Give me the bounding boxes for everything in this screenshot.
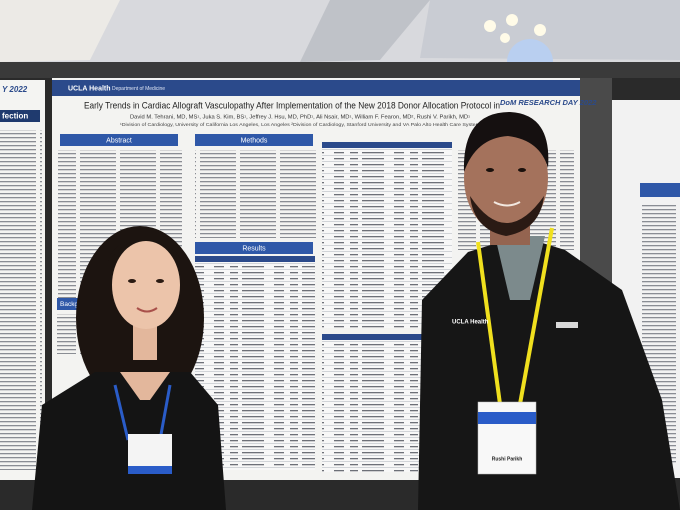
shirt <box>495 236 545 300</box>
eye <box>156 279 164 283</box>
left-poster-text <box>0 130 42 470</box>
lanyard <box>518 227 554 405</box>
jacket-patch <box>556 322 578 328</box>
section-title: Abstract <box>106 137 132 144</box>
person-left <box>32 226 226 510</box>
beard <box>470 196 544 236</box>
left-poster-year: Y 2022 <box>2 85 28 94</box>
poster-affiliations: ¹Division of Cardiology, University of C… <box>120 122 480 127</box>
badge-band <box>478 412 536 424</box>
wall <box>0 0 120 62</box>
poster-event: DoM RESEARCH DAY 2022 <box>500 98 597 107</box>
section-header <box>195 134 313 146</box>
left-poster-heading: fection <box>2 112 28 121</box>
methods-text <box>195 150 317 238</box>
lanyard <box>158 384 172 441</box>
lamp <box>484 20 496 32</box>
table-header <box>322 334 452 340</box>
bangs <box>108 238 182 262</box>
lanyard <box>476 241 502 405</box>
jacket-logo: UCLA Health <box>452 320 489 326</box>
smile <box>493 201 521 207</box>
hair <box>463 112 549 172</box>
section-header <box>60 134 178 146</box>
ceiling-panel <box>420 0 680 60</box>
neckline <box>120 372 170 400</box>
table-header <box>322 142 452 148</box>
poster-authors: David M. Tehrani, MD, MS¹, Juka S. Kim, … <box>130 114 470 120</box>
section-title: Methods <box>241 137 268 144</box>
eye <box>518 168 526 172</box>
poster-header-bar <box>52 80 580 96</box>
eye <box>128 279 136 283</box>
board-frame <box>0 62 680 78</box>
lamp <box>506 14 518 26</box>
badge-name: Rushi Parikh <box>492 456 523 462</box>
face <box>112 241 180 329</box>
badge-band <box>128 466 172 474</box>
poster-title: Early Trends in Cardiac Allograft Vascul… <box>84 100 500 110</box>
lanyard <box>113 384 130 441</box>
smile <box>136 307 158 313</box>
section-title: Results <box>242 245 266 252</box>
poster-logo: UCLA Health <box>68 85 111 92</box>
eye <box>486 168 494 172</box>
lamp <box>534 24 546 36</box>
beam <box>300 0 430 62</box>
lamp <box>500 33 510 43</box>
table-header <box>195 256 315 262</box>
right-poster-bar <box>640 183 680 197</box>
section-header <box>195 242 313 254</box>
face <box>464 122 548 234</box>
person-right: UCLA Health Rushi Parikh <box>418 112 680 510</box>
left-poster-bar <box>0 110 40 122</box>
poster-department: Department of Medicine <box>112 86 165 92</box>
